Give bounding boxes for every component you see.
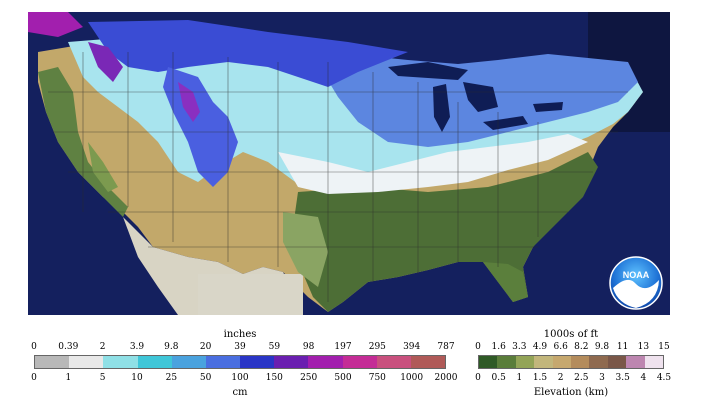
snow-cover-white (278, 134, 588, 194)
canada-magenta-snow (28, 12, 83, 37)
snow-bottom-tick: 750 (368, 373, 386, 383)
elev-color-4 (552, 356, 572, 368)
snow-bottom-tick: 2000 (434, 373, 458, 383)
legend-unit-cm: cm (232, 387, 248, 398)
snow-top-tick: 0.39 (58, 342, 79, 352)
snow-bottom-tick: 0 (31, 373, 37, 383)
snow-top-tick: 394 (403, 342, 421, 352)
florida-peninsula (483, 262, 528, 302)
snow-color-7 (274, 356, 309, 368)
snow-color-2 (103, 356, 138, 368)
texas-plains (283, 212, 328, 287)
california-valley (88, 142, 118, 192)
elev-bottom-tick: 1.5 (532, 373, 548, 383)
state-borders (48, 52, 628, 302)
snow-top-tick: 3.9 (129, 342, 145, 352)
elev-bottom-tick: 2.5 (574, 373, 589, 383)
lake-ontario (533, 102, 563, 112)
elev-top-tick: 1.6 (491, 342, 506, 352)
elev-color-8 (626, 356, 645, 368)
snow-bottom-tick: 1 (65, 373, 72, 383)
elev-top-tick: 13 (637, 342, 650, 352)
snow-top-tick: 98 (302, 342, 315, 352)
snow-top-tick: 295 (368, 342, 386, 352)
elev-top-tick: 8.2 (574, 342, 589, 352)
snow-top-tick: 2 (99, 342, 106, 352)
lake-superior (388, 62, 468, 80)
snow-color-3 (137, 356, 172, 368)
elev-top-tick: 15 (658, 342, 670, 352)
snow-top-tick: 197 (334, 342, 352, 352)
snow-top-tick: 59 (268, 342, 281, 352)
snow-color-4 (171, 356, 206, 368)
snow-color-6 (240, 356, 275, 368)
legend-unit-inches: inches (223, 329, 257, 340)
snow-top-tick: 787 (437, 342, 455, 352)
elev-top-tick: 11 (616, 342, 629, 352)
snow-bottom-tick: 100 (231, 373, 249, 383)
snow-bottom-tick: 500 (334, 373, 352, 383)
elev-color-5 (571, 356, 590, 368)
snow-bottom-tick: 5 (99, 373, 106, 383)
mexico-inset-box (198, 274, 303, 315)
snow-color-8 (308, 356, 343, 368)
elev-bottom-tick: 3.5 (615, 373, 630, 383)
elev-bottom-tick: 4.5 (656, 373, 672, 383)
elevation-colorbar (478, 355, 664, 369)
elev-bottom-tick: 0.5 (491, 373, 506, 383)
snow-bottom-tick: 50 (199, 373, 212, 383)
elev-color-1 (497, 356, 516, 368)
snow-bottom-tick: 10 (131, 373, 143, 383)
elev-bottom-tick: 1 (516, 373, 523, 383)
elev-color-6 (589, 356, 608, 368)
elev-top-tick: 0 (475, 342, 481, 352)
snow-color-11 (410, 356, 446, 368)
elev-color-9 (644, 356, 664, 368)
snow-color-0 (35, 356, 70, 368)
snow-bottom-tick: 150 (265, 373, 283, 383)
legend-unit-ft: 1000s of ft (543, 329, 599, 340)
elev-color-0 (479, 356, 498, 368)
noaa-logo: NOAA (609, 256, 663, 310)
snow-top-tick: 0 (31, 342, 37, 352)
snow-bottom-tick: 1000 (400, 373, 424, 383)
snow-color-9 (342, 356, 377, 368)
snow-bottom-tick: 250 (300, 373, 318, 383)
snow-top-tick: 9.8 (164, 342, 179, 352)
elev-color-7 (607, 356, 627, 368)
elev-top-tick: 3.3 (512, 342, 527, 352)
lake-michigan (433, 84, 450, 132)
noaa-logo-text: NOAA (623, 270, 650, 280)
lake-huron (463, 82, 498, 112)
elev-bottom-tick: 0 (475, 373, 481, 383)
snow-bottom-tick: 25 (165, 373, 178, 383)
elev-top-tick: 4.9 (532, 342, 548, 352)
pacific-coast-vegetation (38, 67, 128, 217)
elev-bottom-tick: 4 (640, 373, 647, 383)
snow-color-1 (69, 356, 104, 368)
snow-color-10 (376, 356, 411, 368)
snow-top-tick: 39 (234, 342, 246, 352)
legend-unit-km: Elevation (km) (533, 387, 609, 398)
elev-top-tick: 6.6 (553, 342, 568, 352)
elev-bottom-tick: 3 (599, 373, 605, 383)
cascades-deep-snow (88, 42, 123, 82)
elev-top-tick: 9.8 (594, 342, 610, 352)
elev-color-2 (515, 356, 535, 368)
snow-depth-colorbar (34, 355, 446, 369)
snow-color-5 (205, 356, 241, 368)
snow-depth-map: NOAA (28, 12, 670, 315)
elev-bottom-tick: 2 (557, 373, 564, 383)
elev-color-3 (534, 356, 553, 368)
lake-erie (483, 116, 528, 130)
snow-top-tick: 20 (199, 342, 212, 352)
